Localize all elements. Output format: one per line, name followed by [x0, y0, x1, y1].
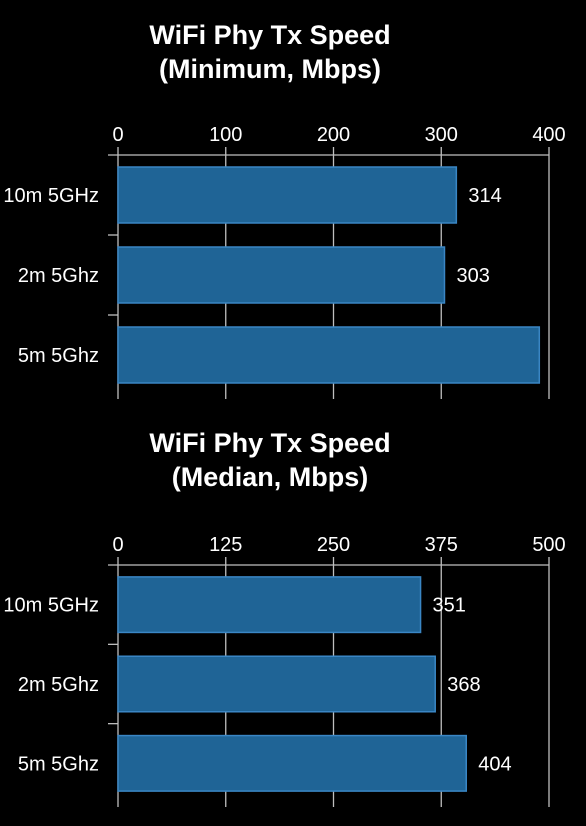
value-label: 303 [456, 265, 489, 287]
x-tick-label: 0 [112, 534, 123, 556]
chart-median: WiFi Phy Tx Speed (Median, Mbps) 0 125 250… [0, 413, 586, 826]
x-tick-label: 400 [532, 124, 565, 146]
value-label: 314 [468, 185, 501, 207]
chart-title: WiFi Phy Tx Speed (Minimum, Mbps) [0, 18, 540, 86]
chart-subtitle: (Median, Mbps) [171, 462, 369, 492]
category-label: 2m 5Ghz [18, 265, 99, 287]
chart-title-line: WiFi Phy Tx Speed [149, 20, 391, 50]
x-tick-label: 250 [317, 534, 350, 556]
value-label: 404 [478, 753, 511, 775]
chart-title: WiFi Phy Tx Speed (Median, Mbps) [0, 426, 540, 494]
category-label: 2m 5Ghz [18, 674, 99, 696]
chart-plot-area: 0 125 250 375 500 10m 5GHz 351 2m 5Ghz 368 5m 5Gh… [3, 534, 566, 807]
category-label: 5m 5Ghz [18, 753, 99, 775]
x-tick-label: 375 [425, 534, 458, 556]
x-tick-label: 125 [209, 534, 242, 556]
bar [117, 166, 458, 224]
bar [117, 576, 422, 634]
x-tick-label: 200 [317, 124, 350, 146]
category-label: 10m 5GHz [3, 185, 99, 207]
bar [117, 246, 446, 304]
category-label: 5m 5Ghz [18, 345, 99, 367]
value-label: 351 [433, 595, 466, 617]
value-label: 368 [447, 674, 480, 696]
bar [117, 326, 541, 384]
x-tick-label: 500 [532, 534, 565, 556]
chart-plot-area: 0 100 200 300 400 10m 5GHz 314 2m 5Ghz 303 5m 5Gh… [3, 124, 566, 399]
bar [117, 734, 467, 792]
bar [117, 655, 436, 713]
chart-title-line: WiFi Phy Tx Speed [149, 428, 391, 458]
chart-minimum: WiFi Phy Tx Speed (Minimum, Mbps) 0 100 20… [0, 0, 586, 410]
chart-subtitle: (Minimum, Mbps) [159, 54, 381, 84]
x-tick-label: 300 [425, 124, 458, 146]
x-tick-label: 100 [209, 124, 242, 146]
x-tick-label: 0 [112, 124, 123, 146]
category-label: 10m 5GHz [3, 595, 99, 617]
